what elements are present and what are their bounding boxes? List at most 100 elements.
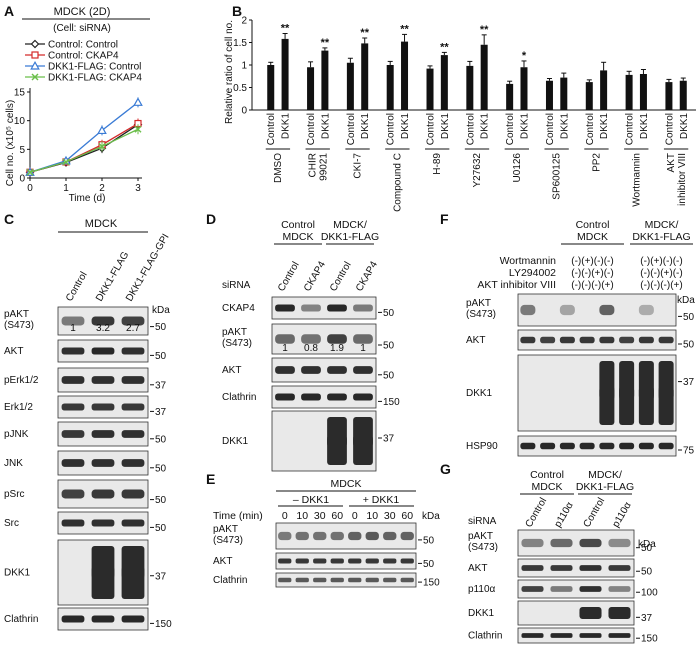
blot-band: [520, 304, 536, 316]
panel-a-point: [98, 142, 106, 150]
panel-b-bar-label: Control: [306, 113, 317, 145]
panel-a-point: [97, 125, 107, 135]
panel-b-bar: [625, 74, 633, 110]
panel-f-blots: Control MDCK MDCK/DKK1-FLAG Wortmannin (-)(+…: [466, 219, 695, 457]
kda-marker: 37: [683, 377, 695, 388]
blot-row-label: pAKT (S473): [468, 531, 498, 553]
blot-band: [121, 376, 145, 384]
blot-band: [579, 633, 602, 638]
blot-band: [278, 531, 292, 541]
panel-a-ytick-label: 10: [14, 116, 26, 127]
panel-f-kda: kDa: [677, 295, 695, 306]
blot-smear: [619, 361, 635, 425]
kda-marker: 50: [155, 351, 167, 362]
blot-band: [91, 376, 115, 384]
blot-band: [550, 538, 573, 548]
panel-e: E MDCK– DKK1 + DKK1 Time (min) 0 10 30 60 0 10 30…: [206, 471, 440, 589]
panel-b-bar-label: Control: [426, 113, 437, 145]
blot-band: [275, 304, 295, 312]
panel-a-series-line: [29, 128, 139, 173]
kda-marker: 100: [641, 588, 658, 599]
blot-band: [550, 586, 573, 592]
blot-band: [91, 489, 115, 499]
panel-f-letter: F: [440, 211, 449, 227]
panel-e-letter: E: [206, 471, 215, 487]
kda-marker: 50: [423, 535, 435, 546]
blot-row-label-line: pAKT: [4, 309, 29, 320]
blot-band: [275, 334, 295, 344]
blot-band: [353, 393, 373, 401]
blot-band: [521, 586, 544, 592]
blot-band: [520, 336, 536, 344]
blot-band: [121, 489, 145, 499]
panel-d-quant: 1.9: [330, 343, 344, 354]
panel-a-xlabel: Time (d): [69, 193, 106, 204]
panel-e-time: 0: [282, 510, 288, 522]
panel-d-group1-line: Control: [281, 219, 315, 231]
panel-g-group1: Control MDCK: [530, 469, 564, 493]
blot-row-label-line: (S473): [468, 542, 498, 553]
lane-label: CKAP4: [302, 259, 328, 293]
blot-smear: [658, 361, 674, 425]
blot-row-label: Clathrin: [468, 631, 502, 642]
kda-marker: 50: [383, 341, 395, 352]
panel-a-point: [26, 168, 34, 176]
blot-band: [330, 558, 344, 564]
blot-row-label: pErk1/2: [4, 375, 39, 386]
panel-d-quant: 1: [360, 343, 366, 354]
panel-b-bar-label: Control: [386, 113, 397, 145]
panel-g-letter: G: [440, 461, 451, 477]
blot-band: [301, 334, 321, 344]
panel-e-time: 60: [331, 510, 343, 522]
blot-band: [121, 615, 145, 623]
blot-band: [638, 336, 654, 344]
blot-band: [658, 336, 674, 344]
panel-f-group1: Control MDCK: [576, 219, 610, 243]
blot-band: [579, 565, 602, 571]
blot-band: [400, 577, 414, 583]
panel-b: B Relative ratio of cell no. 0 0.5 1 1.5 2 Co…: [224, 3, 696, 212]
kda-marker: 50: [683, 340, 695, 351]
blot-band: [278, 577, 292, 583]
blot-band: [61, 376, 85, 384]
blot-row-label: HSP90: [466, 441, 498, 452]
panel-b-bar-label: DKK1: [679, 113, 690, 140]
kda-marker: 50: [423, 559, 435, 570]
panel-g-group1-line: MDCK: [532, 481, 563, 493]
blot-band: [121, 519, 145, 527]
panel-c: C MDCK Control DKK1-FLAGDKK1-FLAG-GPIkDap…: [4, 211, 172, 631]
blot-band: [599, 442, 615, 450]
panel-b-category-part: 99021: [319, 153, 330, 181]
blot-smear: [608, 607, 631, 619]
kda-marker: 50: [641, 543, 653, 554]
panel-b-bar-label: Control: [346, 113, 357, 145]
blot-band: [579, 336, 595, 344]
panel-b-category-label: CHIR99021: [308, 153, 330, 181]
lane-label: Control: [582, 496, 608, 529]
blot-row-label-line: pAKT: [222, 327, 247, 338]
panel-b-bar-label: DKK1: [639, 113, 650, 140]
blot-row-label: pSrc: [4, 489, 25, 500]
blot-band: [521, 538, 544, 548]
panel-g-group2-line: MDCK/: [588, 469, 622, 481]
kda-marker: 50: [155, 463, 167, 474]
panel-a-ylabel: Cell no. (x10⁵ cells): [5, 100, 16, 186]
blot-row-label-line: (S473): [466, 309, 496, 320]
panel-d-group1-line: MDCK: [283, 231, 314, 243]
panel-c-header: MDCK: [85, 218, 118, 230]
blot-strip: [517, 579, 635, 599]
blot-row-label-line: (S473): [4, 320, 34, 331]
blot-band: [658, 442, 674, 450]
blot-row-label: JNK: [4, 458, 23, 469]
blot-row-label: DKK1: [4, 568, 31, 579]
panel-f-treatment-signs: (-)(-)(-)(+): [571, 280, 613, 291]
panel-b-bar-label: DKK1: [400, 113, 411, 140]
panel-a-legend-label: DKK1-FLAG: Control: [48, 62, 141, 73]
panel-f-treatment-signs: (-)(+)(-)(-): [640, 256, 682, 267]
blot-strip: [275, 552, 417, 570]
blot-strip: [517, 329, 677, 351]
panel-b-category-part: CHIR: [308, 153, 319, 177]
panel-d-group2: MDCK/DKK1-FLAG: [321, 219, 379, 243]
